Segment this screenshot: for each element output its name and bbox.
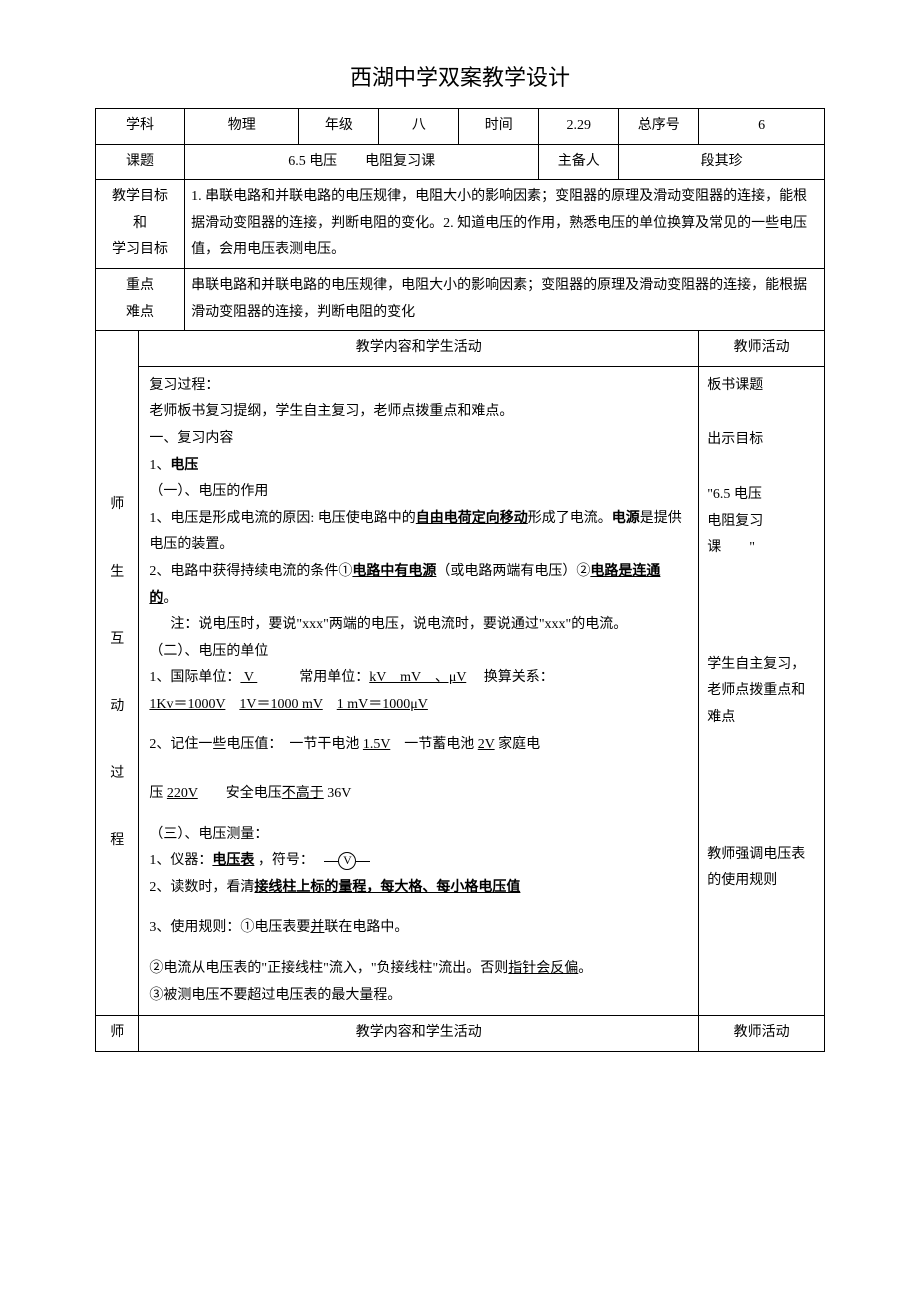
preparer-value: 段其珍 bbox=[619, 144, 825, 180]
subject-label: 学科 bbox=[96, 109, 185, 145]
voltmeter-symbol-icon: V bbox=[338, 852, 356, 870]
lesson-content: 复习过程： 老师板书复习提纲，学生自主复习，老师点拨重点和难点。 一、复习内容 … bbox=[139, 366, 699, 1015]
seq-value: 6 bbox=[699, 109, 825, 145]
teacher-header: 教师活动 bbox=[699, 331, 825, 367]
footer-label: 师 bbox=[96, 1016, 139, 1052]
grade-label: 年级 bbox=[299, 109, 379, 145]
teacher-notes: 板书课题 出示目标 "6.5 电压 电阻复习 课 " 学生自主复习，老师点拨重点… bbox=[699, 366, 825, 1015]
time-value: 2.29 bbox=[539, 109, 619, 145]
topic-value: 6.5 电压 电阻复习课 bbox=[185, 144, 539, 180]
key-text: 串联电路和并联电路的电压规律，电阻大小的影响因素；变阻器的原理及滑动变阻器的连接… bbox=[185, 268, 825, 330]
key-label: 重点 难点 bbox=[96, 268, 185, 330]
topic-label: 课题 bbox=[96, 144, 185, 180]
footer-content: 教学内容和学生活动 bbox=[139, 1016, 699, 1052]
goals-label: 教学目标 和 学习目标 bbox=[96, 180, 185, 269]
wire-icon bbox=[324, 861, 338, 862]
wire-icon bbox=[356, 861, 370, 862]
lesson-plan-table: 学科 物理 年级 八 时间 2.29 总序号 6 课题 6.5 电压 电阻复习课… bbox=[95, 108, 825, 1052]
goals-text: 1. 串联电路和并联电路的电压规律，电阻大小的影响因素；变阻器的原理及滑动变阻器… bbox=[185, 180, 825, 269]
subject-value: 物理 bbox=[185, 109, 299, 145]
grade-value: 八 bbox=[379, 109, 459, 145]
process-label: 师生互动过程 bbox=[96, 331, 139, 1016]
preparer-label: 主备人 bbox=[539, 144, 619, 180]
page-title: 西湖中学双案教学设计 bbox=[95, 60, 825, 92]
time-label: 时间 bbox=[459, 109, 539, 145]
footer-teacher: 教师活动 bbox=[699, 1016, 825, 1052]
seq-label: 总序号 bbox=[619, 109, 699, 145]
content-header: 教学内容和学生活动 bbox=[139, 331, 699, 367]
